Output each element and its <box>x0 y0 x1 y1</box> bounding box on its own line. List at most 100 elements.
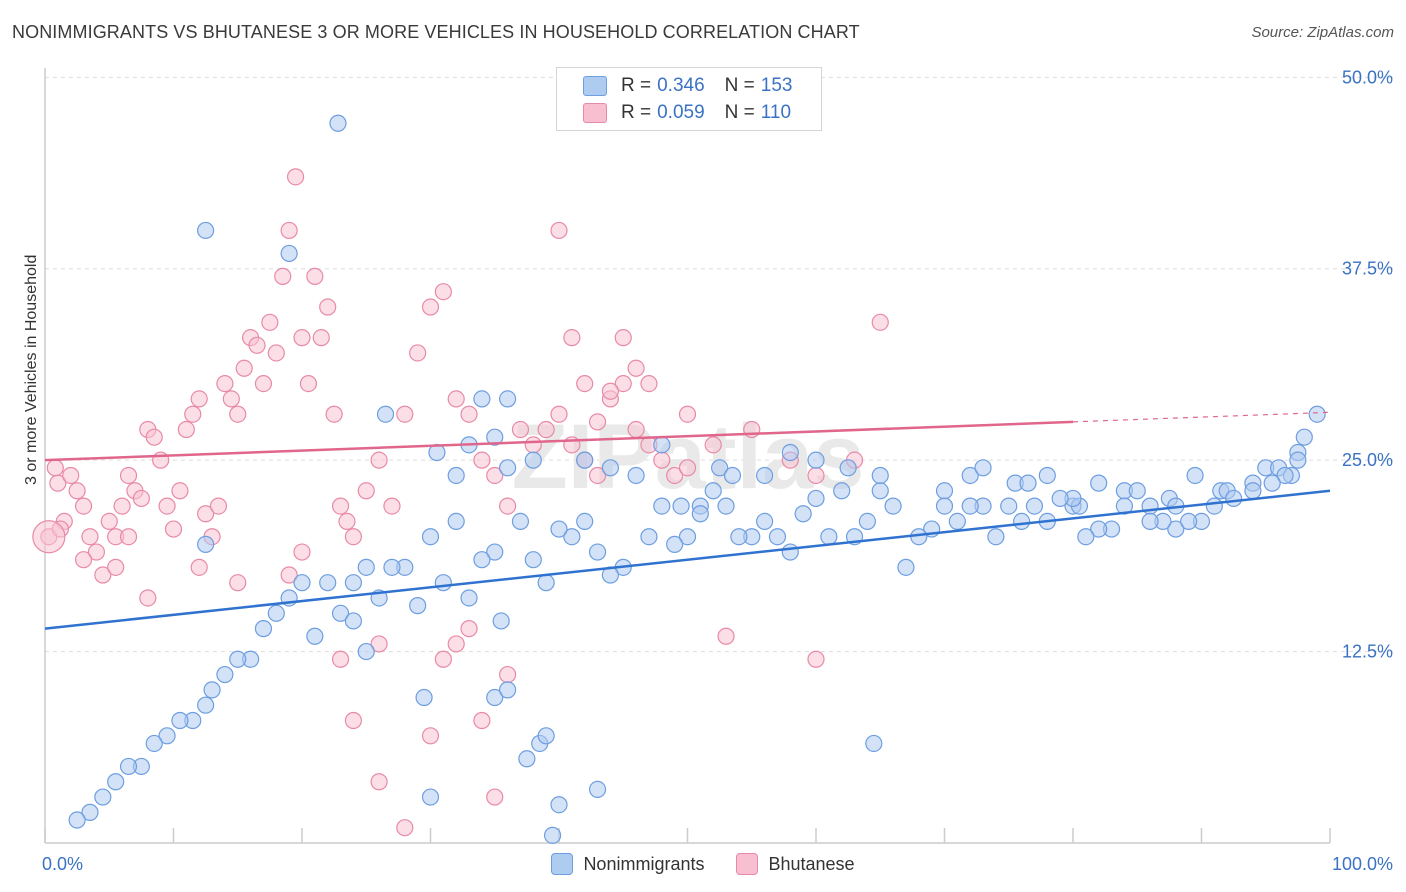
data-point-nonimmigrants <box>1263 474 1281 492</box>
data-point-nonimmigrants <box>1012 512 1031 531</box>
data-point-nonimmigrants <box>145 734 163 753</box>
data-point-nonimmigrants <box>666 535 684 553</box>
data-point-nonimmigrants <box>755 512 774 531</box>
legend-item-bhutanese[interactable]: Bhutanese <box>736 853 855 875</box>
data-point-nonimmigrants <box>550 520 568 538</box>
data-point-nonimmigrants <box>499 459 517 477</box>
data-point-bhutanese <box>434 650 452 668</box>
data-point-nonimmigrants <box>94 788 112 806</box>
data-point-bhutanese <box>229 405 247 423</box>
data-point-bhutanese <box>499 665 517 684</box>
data-point-bhutanese <box>100 512 118 531</box>
data-point-bhutanese <box>421 298 440 316</box>
data-point-bhutanese <box>344 528 362 546</box>
data-point-nonimmigrants <box>807 489 825 508</box>
data-point-bhutanese <box>235 359 253 377</box>
data-point-nonimmigrants <box>640 528 658 546</box>
data-point-nonimmigrants <box>691 505 709 523</box>
y-tick-label: 50.0% <box>1342 67 1393 87</box>
tick-labels: 12.5% 25.0% 37.5% 50.0% 0.0% 100.0% <box>42 67 1393 874</box>
data-point-nonimmigrants <box>858 512 877 531</box>
data-point-nonimmigrants <box>768 528 787 546</box>
data-point-nonimmigrants <box>974 459 992 477</box>
data-point-nonimmigrants <box>672 497 690 515</box>
data-point-nonimmigrants <box>627 466 645 485</box>
r-value-nonimmigrants: 0.346 <box>657 75 705 96</box>
data-point-nonimmigrants <box>434 574 452 592</box>
data-point-bhutanese <box>87 543 106 561</box>
data-point-bhutanese <box>550 221 568 240</box>
data-point-nonimmigrants <box>1038 466 1056 485</box>
data-point-nonimmigrants <box>704 482 722 500</box>
data-point-nonimmigrants <box>588 780 607 799</box>
y-tick-label: 37.5% <box>1342 259 1393 279</box>
data-point-bhutanese <box>627 359 645 377</box>
data-point-nonimmigrants <box>1276 466 1294 485</box>
data-point-nonimmigrants <box>865 734 883 753</box>
data-point-bhutanese <box>511 420 530 439</box>
data-point-nonimmigrants <box>833 482 851 500</box>
data-point-bhutanese <box>807 650 825 668</box>
data-point-bhutanese <box>421 727 440 745</box>
data-point-nonimmigrants <box>119 757 138 776</box>
data-point-nonimmigrants <box>935 482 954 500</box>
data-point-bhutanese <box>396 405 414 423</box>
data-point-bhutanese <box>460 620 478 638</box>
data-point-nonimmigrants <box>306 627 324 645</box>
data-point-bhutanese <box>248 336 266 354</box>
data-point-nonimmigrants <box>961 466 979 485</box>
r-label: R = <box>621 102 652 123</box>
data-point-nonimmigrants <box>524 451 542 469</box>
data-point-nonimmigrants <box>421 788 440 806</box>
data-point-nonimmigrants <box>1225 489 1243 508</box>
data-point-bhutanese <box>216 374 234 393</box>
data-point-bhutanese <box>576 374 594 393</box>
data-point-bhutanese <box>94 566 112 584</box>
data-point-nonimmigrants <box>499 681 517 699</box>
data-point-bhutanese <box>473 451 491 469</box>
y-tick-label: 12.5% <box>1342 642 1393 662</box>
data-point-nonimmigrants <box>473 551 491 569</box>
data-point-nonimmigrants <box>653 436 671 454</box>
data-point-nonimmigrants <box>807 451 825 469</box>
legend-item-nonimmigrants[interactable]: Nonimmigrants <box>551 853 704 875</box>
data-point-nonimmigrants <box>383 558 401 576</box>
data-point-nonimmigrants <box>1295 428 1313 446</box>
data-point-nonimmigrants <box>1077 528 1095 546</box>
data-point-nonimmigrants <box>871 482 889 500</box>
y-tick-label: 25.0% <box>1342 450 1393 470</box>
trend-line-nonimmigrants <box>44 489 1331 630</box>
data-point-bhutanese <box>145 428 163 446</box>
correlation-legend: R = 0.346 N = 153 R = 0.059 N = 110 <box>556 67 822 131</box>
data-point-nonimmigrants <box>588 543 607 561</box>
data-point-bhutanese <box>299 374 318 393</box>
data-point-bhutanese <box>325 405 343 423</box>
data-point-bhutanese <box>274 267 292 285</box>
data-point-bhutanese <box>280 566 298 584</box>
trend-line-bhutanese <box>44 420 1074 462</box>
data-point-nonimmigrants <box>197 535 215 553</box>
data-point-bhutanese <box>280 221 298 240</box>
data-point-nonimmigrants <box>537 727 555 745</box>
trend-lines <box>44 411 1331 630</box>
legend-row-nonimmigrants: R = 0.346 N = 153 <box>583 74 812 98</box>
data-point-bhutanese <box>871 313 889 331</box>
data-point-nonimmigrants <box>499 390 517 408</box>
data-point-bhutanese <box>158 497 176 515</box>
watermark: ZIPatlas <box>512 406 865 508</box>
data-point-nonimmigrants <box>1051 489 1069 508</box>
data-point-bhutanese <box>293 329 311 347</box>
data-point-bhutanese <box>588 466 607 485</box>
data-point-bhutanese <box>119 528 138 546</box>
data-point-nonimmigrants <box>961 497 979 515</box>
data-point-nonimmigrants <box>197 696 215 714</box>
data-point-nonimmigrants <box>1186 466 1204 485</box>
data-point-nonimmigrants <box>486 428 504 446</box>
data-point-bhutanese <box>62 466 80 485</box>
data-point-bhutanese <box>409 344 427 362</box>
data-point-nonimmigrants <box>447 466 465 485</box>
data-point-nonimmigrants <box>203 681 221 699</box>
data-point-bhutanese <box>601 382 620 400</box>
data-point-nonimmigrants <box>171 711 189 730</box>
